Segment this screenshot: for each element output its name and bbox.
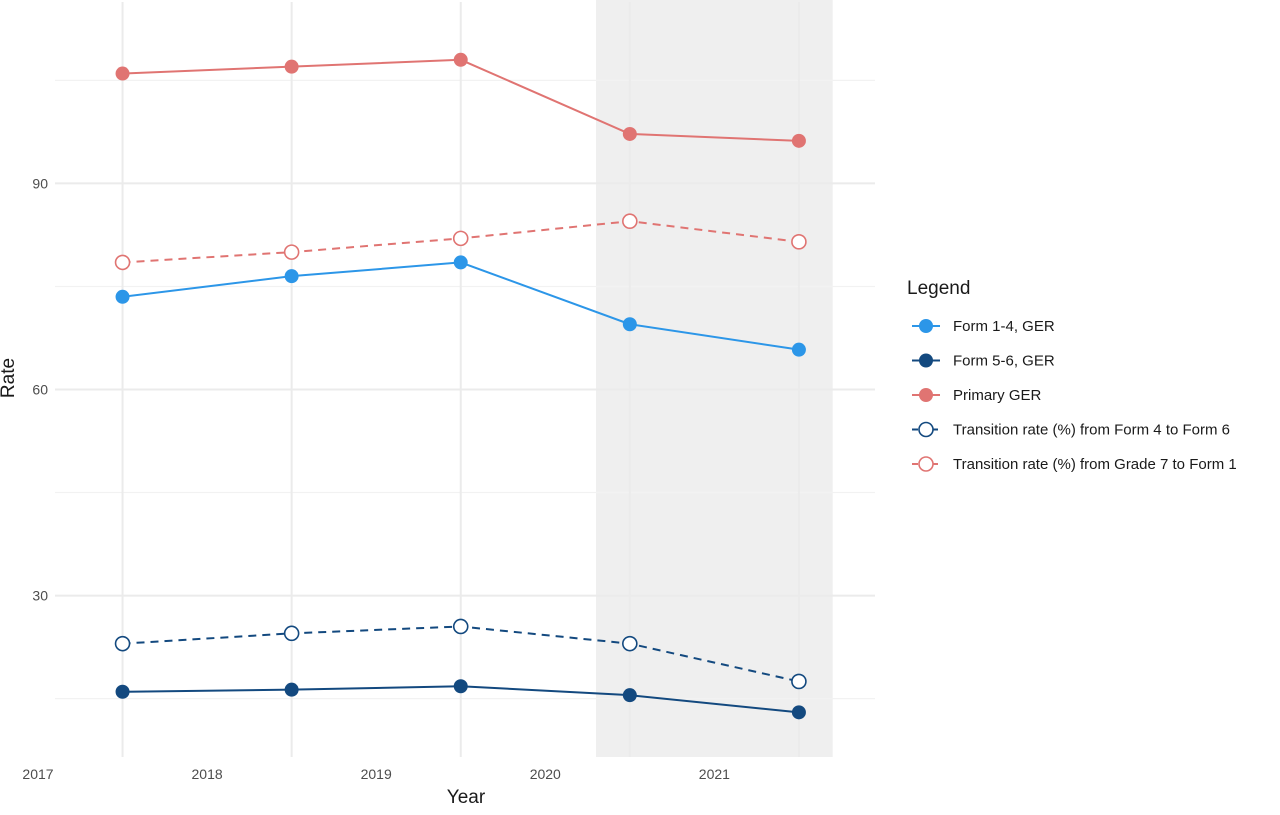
legend-item-2: Form 5-6, GER <box>912 353 1055 370</box>
data-point <box>114 254 131 271</box>
data-point <box>284 269 299 284</box>
data-point <box>115 684 130 699</box>
series-5 <box>114 213 807 271</box>
highlight-band <box>596 0 833 757</box>
data-point <box>284 682 299 697</box>
x-tick-label: 2021 <box>699 766 730 782</box>
legend-key-marker <box>918 456 934 472</box>
legend-label: Primary GER <box>953 387 1042 404</box>
y-tick-label: 60 <box>32 382 48 398</box>
legend-key-marker <box>919 353 933 368</box>
data-point <box>115 289 130 304</box>
legend-item-1: Form 1-4, GER <box>912 318 1055 335</box>
tick-label-layer: 30 60 90 2017 2018 2019 2020 2021 <box>22 175 730 782</box>
legend: Legend Form 1-4, GER Form 5-6, GER Primary… <box>907 278 1237 473</box>
legend-item-5: Transition rate (%) from Grade 7 to Form… <box>912 456 1237 473</box>
x-tick-label: 2020 <box>530 766 561 782</box>
series-layer <box>114 52 807 720</box>
x-axis-title: Year <box>447 787 486 808</box>
data-point <box>791 133 806 148</box>
legend-item-3: Primary GER <box>912 387 1042 404</box>
data-point <box>453 255 468 270</box>
data-point <box>622 688 637 703</box>
series-2 <box>115 679 806 720</box>
data-point <box>622 126 637 141</box>
series-3 <box>115 52 806 148</box>
data-point <box>453 679 468 694</box>
data-point <box>452 230 469 247</box>
data-point <box>791 234 807 250</box>
y-axis-title: Rate <box>0 358 19 398</box>
data-point <box>114 635 131 652</box>
data-point <box>452 618 469 635</box>
data-point <box>791 673 807 690</box>
data-point <box>791 342 806 357</box>
x-tick-label: 2017 <box>22 766 53 782</box>
data-point <box>791 705 806 720</box>
data-point <box>622 635 638 652</box>
legend-label: Transition rate (%) from Grade 7 to Form… <box>953 456 1237 473</box>
legend-title: Legend <box>907 278 970 299</box>
data-point <box>284 59 299 74</box>
legend-label: Form 5-6, GER <box>953 353 1055 370</box>
y-tick-label: 90 <box>32 175 48 191</box>
data-point <box>453 52 468 67</box>
legend-key-marker <box>919 388 933 402</box>
legend-key-marker <box>919 319 933 333</box>
legend-label: Transition rate (%) from Form 4 to Form … <box>953 422 1230 439</box>
x-tick-label: 2019 <box>361 766 392 782</box>
legend-label: Form 1-4, GER <box>953 318 1055 335</box>
data-point <box>622 213 638 230</box>
series-1 <box>115 255 806 357</box>
x-tick-label: 2018 <box>192 766 223 782</box>
data-point <box>283 244 300 260</box>
legend-item-4: Transition rate (%) from Form 4 to Form … <box>912 422 1230 439</box>
data-point <box>283 625 300 642</box>
y-tick-label: 30 <box>32 588 48 604</box>
highlight-band-layer <box>596 0 833 757</box>
legend-key-marker <box>918 421 934 438</box>
series-4 <box>114 618 807 690</box>
data-point <box>115 66 130 81</box>
data-point <box>622 317 637 332</box>
